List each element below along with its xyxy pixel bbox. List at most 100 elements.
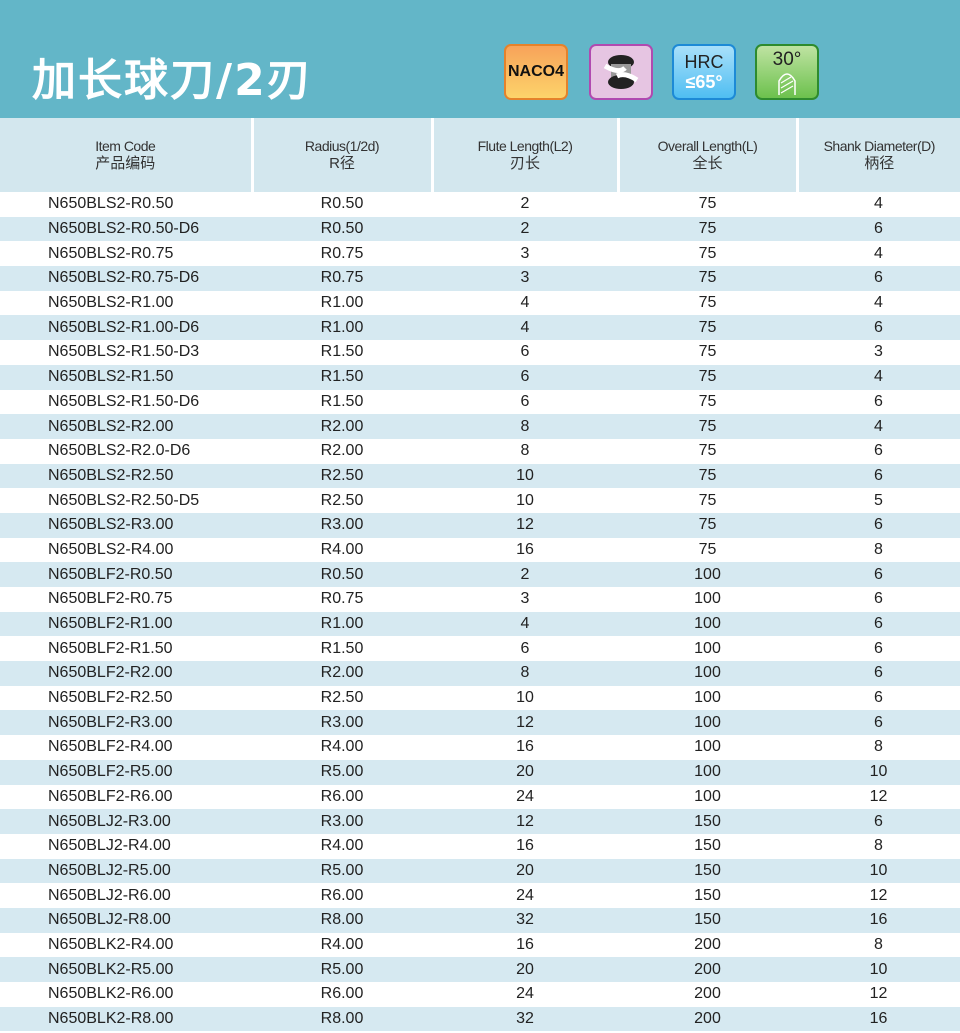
table-row: N650BLS2-R0.75-D6 R0.75 3 75 6 <box>0 266 960 291</box>
radius-cell: R2.50 <box>320 689 364 707</box>
radius-cell: R6.00 <box>320 985 364 1003</box>
item-code-cell: N650BLF2-R0.50 <box>0 562 252 587</box>
radius-cell: R4.00 <box>320 540 364 558</box>
overall-length-cell: 75 <box>618 266 797 291</box>
table-row: N650BLS2-R1.50 R1.50 6 75 4 <box>0 364 960 390</box>
shank-diameter-cell: 10 <box>797 957 960 982</box>
overall-length-cell: 75 <box>698 294 717 312</box>
overall-length-cell: 100 <box>694 590 721 608</box>
radius-cell: R0.50 <box>252 216 432 242</box>
flute-length-cell: 2 <box>432 216 618 242</box>
shank-diameter-cell: 12 <box>869 886 888 904</box>
overall-length-cell: 150 <box>618 907 797 933</box>
flute-length-cell: 24 <box>516 985 534 1003</box>
overall-length-cell: 75 <box>698 343 717 361</box>
coating-badge: NACO4 <box>504 44 568 100</box>
shank-diameter-cell: 8 <box>874 935 883 953</box>
shank-diameter-cell: 12 <box>869 985 888 1003</box>
shank-diameter-cell: 6 <box>797 266 960 291</box>
flute-length-cell: 8 <box>432 661 618 686</box>
overall-length-cell: 75 <box>618 315 797 341</box>
item-code-cell: N650BLF2-R2.00 <box>0 661 252 686</box>
item-code-cell: N650BLS2-R0.50-D6 <box>0 216 252 242</box>
item-code-cell: N650BLF2-R1.00 <box>0 611 252 637</box>
shank-diameter-cell: 6 <box>874 590 883 608</box>
radius-cell: R5.00 <box>252 957 432 982</box>
item-code-cell: N650BLS2-R1.00 <box>48 294 174 312</box>
overall-length-cell: 75 <box>698 540 717 558</box>
shank-diameter-cell: 6 <box>797 710 960 736</box>
flute-length-cell: 8 <box>520 442 530 460</box>
flute-length-cell: 16 <box>516 738 534 756</box>
item-code-cell: N650BLS2-R3.00 <box>0 512 252 538</box>
table-row: N650BLF2-R5.00 R5.00 20 100 10 <box>0 759 960 785</box>
item-code-cell: N650BLF2-R1.50 <box>48 639 173 657</box>
radius-cell: R1.00 <box>320 294 364 312</box>
radius-cell: R3.00 <box>252 512 432 538</box>
table-row: N650BLS2-R0.75 R0.75 3 75 4 <box>0 241 960 266</box>
coating-label: NACO4 <box>507 63 564 80</box>
overall-length-cell: 75 <box>698 244 717 262</box>
radius-cell: R6.00 <box>320 886 364 904</box>
shank-diameter-cell: 4 <box>874 195 883 213</box>
item-code-cell: N650BLF2-R3.00 <box>0 710 252 736</box>
radius-cell: R6.00 <box>320 787 364 805</box>
item-code-cell: N650BLS2-R2.00 <box>0 414 252 439</box>
radius-cell: R1.00 <box>252 611 432 637</box>
header-zh: 刃长 <box>509 155 540 172</box>
flute-length-cell: 12 <box>432 710 618 736</box>
table-row: N650BLS2-R4.00 R4.00 16 75 8 <box>0 538 960 563</box>
header-zh: R径 <box>329 155 355 172</box>
header-en: Radius(1/2d) <box>304 138 380 154</box>
header-en: Overall Length(L) <box>657 138 758 154</box>
spec-table: Item Code 产品编码 Radius(1/2d) R径 Flute Length(… <box>0 118 960 1032</box>
item-code-cell: N650BLS2-R1.00-D6 <box>0 315 252 341</box>
shank-diameter-cell: 6 <box>797 809 960 834</box>
overall-length-cell: 100 <box>618 710 797 736</box>
flute-length-cell: 2 <box>432 562 618 587</box>
flute-length-cell: 4 <box>432 315 618 341</box>
item-code-cell: N650BLK2-R4.00 <box>48 935 174 953</box>
column-header: Radius(1/2d) R径 <box>252 118 434 192</box>
radius-cell: R0.50 <box>252 562 432 587</box>
flute-length-cell: 16 <box>516 540 534 558</box>
radius-cell: R4.00 <box>320 738 364 756</box>
shank-diameter-cell: 6 <box>797 611 960 637</box>
item-code-cell: N650BLS2-R0.50 <box>48 195 174 213</box>
radius-cell: R5.00 <box>252 858 432 884</box>
helix-icon <box>778 73 796 95</box>
overall-length-cell: 75 <box>618 216 797 242</box>
item-code-cell: N650BLF2-R6.00 <box>48 787 173 805</box>
table-row: N650BLF2-R2.00 R2.00 8 100 6 <box>0 661 960 686</box>
item-code-cell: N650BLS2-R2.50 <box>0 463 252 489</box>
shank-diameter-cell: 16 <box>797 1006 960 1032</box>
item-code-cell: N650BLS2-R0.75-D6 <box>0 266 252 291</box>
item-code-cell: N650BLS2-R4.00 <box>48 540 174 558</box>
flute-length-cell: 24 <box>516 886 534 904</box>
shank-diameter-cell: 6 <box>874 689 883 707</box>
radius-cell: R2.00 <box>320 442 364 460</box>
flute-length-cell: 3 <box>432 266 618 291</box>
shank-diameter-cell: 6 <box>797 562 960 587</box>
table-row: N650BLJ2-R5.00 R5.00 20 150 10 <box>0 858 960 884</box>
table-row: N650BLJ2-R3.00 R3.00 12 150 6 <box>0 809 960 834</box>
shank-diameter-cell: 4 <box>874 294 883 312</box>
shank-diameter-cell: 8 <box>874 738 883 756</box>
radius-cell: R2.50 <box>320 491 364 509</box>
overall-length-cell: 100 <box>618 759 797 785</box>
table-row: N650BLF2-R6.00 R6.00 24 100 12 <box>0 785 960 810</box>
table-row: N650BLJ2-R6.00 R6.00 24 150 12 <box>0 883 960 908</box>
table-row: N650BLK2-R4.00 R4.00 16 200 8 <box>0 933 960 958</box>
flute-length-cell: 4 <box>432 611 618 637</box>
overall-length-cell: 75 <box>698 442 717 460</box>
radius-cell: R1.50 <box>320 392 364 410</box>
flute-length-cell: 32 <box>432 907 618 933</box>
header-zh: 产品编码 <box>95 155 156 172</box>
flute-length-cell: 6 <box>520 343 530 361</box>
flute-length-cell: 10 <box>516 491 534 509</box>
item-code-cell: N650BLF2-R0.75 <box>48 590 173 608</box>
item-code-cell: N650BLJ2-R5.00 <box>0 858 252 884</box>
overall-length-cell: 150 <box>618 809 797 834</box>
header-en: Flute Length(L2) <box>477 138 573 154</box>
radius-cell: R0.75 <box>252 266 432 291</box>
